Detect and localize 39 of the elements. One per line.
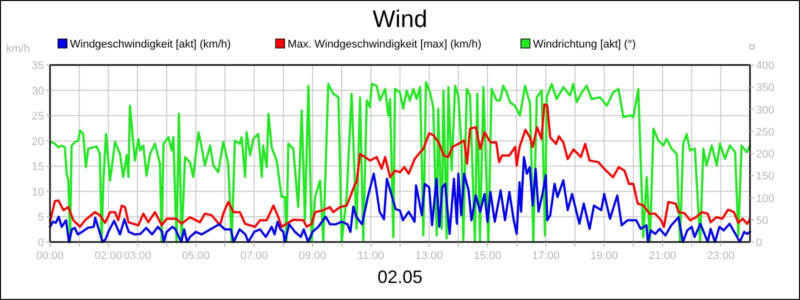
chart-title: Wind (372, 6, 428, 33)
x-axis-title: 02.05 (377, 267, 423, 287)
x-tick-label: 23:00 (707, 250, 735, 262)
x-tick-label: 07:00 (240, 250, 268, 262)
y-tick-label: 20 (32, 136, 44, 148)
y2-tick-label: 150 (756, 170, 774, 183)
line-series (48, 103, 752, 228)
y2-tick-label: 250 (756, 126, 774, 138)
x-tick-label: 03:00 (124, 250, 152, 262)
y-tick-label: 0 (38, 237, 44, 249)
x-tick-label: 17:00 (532, 250, 560, 262)
y2-tick-label: 200 (756, 148, 774, 160)
y-tick-label: 25 (32, 110, 44, 123)
y2-tick-label: 300 (756, 104, 774, 116)
x-tick-label: 09:00 (298, 250, 326, 262)
y-tick-label: 30 (32, 85, 44, 98)
y-tick-label: 5 (38, 212, 44, 224)
line-series (48, 156, 752, 244)
x-tick-label: 11:00 (357, 250, 384, 262)
y-axis-title: km/h (6, 43, 30, 55)
x-tick-label: 02:00 (94, 250, 122, 262)
legend-label: Max. Windgeschwindigkeit [max] (km/h) (288, 38, 482, 50)
y2-tick-label: 0 (756, 237, 762, 249)
x-tick-label: 19:00 (590, 250, 618, 262)
y-tick-label: 10 (32, 186, 44, 198)
x-tick-label: 00:00 (36, 250, 64, 262)
y2-tick-label: 400 (756, 60, 774, 72)
y2-tick-label: 100 (756, 192, 774, 205)
y-tick-label: 15 (32, 161, 44, 174)
line-series (48, 81, 752, 244)
y-tick-label: 35 (32, 60, 44, 72)
x-tick-label: 13:00 (415, 250, 443, 262)
x-tick-label: 15:00 (474, 250, 502, 262)
x-tick-label: 05:00 (182, 250, 210, 262)
y2-tick-label: 50 (756, 214, 768, 227)
y2-tick-label: 350 (756, 82, 774, 94)
legend-label: Windrichtung [akt] (°) (532, 38, 636, 50)
x-tick-label: 21:00 (648, 250, 676, 262)
legend-label: Windgeschwindigkeit [akt] (km/h) (70, 38, 231, 50)
